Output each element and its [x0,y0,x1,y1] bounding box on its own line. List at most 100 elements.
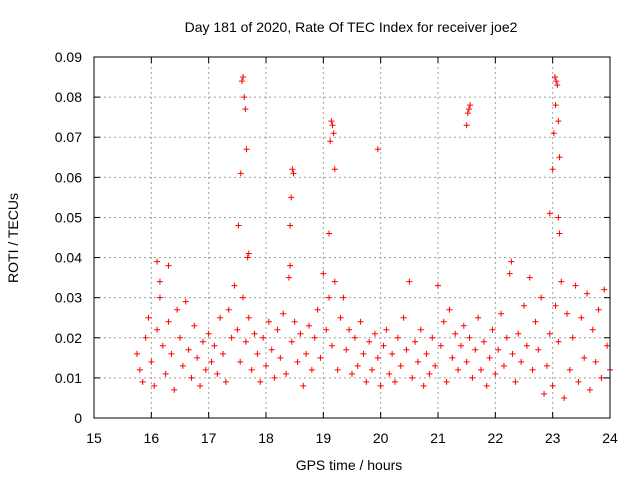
data-point [346,326,353,333]
axis-ticks [93,56,611,419]
data-point [584,290,591,297]
data-point [406,278,413,285]
data-point [369,366,376,373]
y-tick-label: 0.03 [55,290,82,306]
data-point [139,378,146,385]
data-point [188,374,195,381]
data-point [328,118,335,125]
data-point [380,342,387,349]
data-point [463,122,470,129]
data-point [469,374,476,381]
data-point [489,326,496,333]
data-point [452,330,459,337]
data-point [429,334,436,341]
data-point [465,106,472,113]
data-point [317,354,324,361]
data-point [578,314,585,321]
data-point [529,366,536,373]
data-point [351,334,358,341]
x-tick-label: 21 [430,430,446,446]
data-point [440,318,447,325]
data-point [552,102,559,109]
data-point [159,342,166,349]
data-point [555,118,562,125]
data-point [455,366,462,373]
data-point [287,262,294,269]
data-point [498,310,505,317]
y-tick-label: 0.06 [55,169,82,185]
data-point [555,214,562,221]
data-point [554,82,561,89]
data-point [244,254,251,261]
x-tick-label: 24 [602,430,618,446]
data-point [366,338,373,345]
x-tick-label: 17 [201,430,217,446]
data-point [174,306,181,313]
y-axis-label: ROTI / TECUs [5,193,21,283]
data-point [274,326,281,333]
data-point [512,378,519,385]
data-point [211,342,218,349]
x-tick-label: 22 [488,430,504,446]
data-point [486,354,493,361]
data-point [238,78,245,85]
data-point [331,166,338,173]
data-point [558,278,565,285]
data-point [446,306,453,313]
x-tick-label: 18 [258,430,274,446]
data-point [457,342,464,349]
data-point [240,294,247,301]
data-point [242,338,249,345]
data-point [289,166,296,173]
data-point [409,374,416,381]
data-point [549,166,556,173]
data-point [300,382,307,389]
data-point [308,366,315,373]
data-point [463,358,470,365]
data-point [551,74,558,81]
data-point [165,318,172,325]
data-point [306,322,312,329]
data-point [392,378,398,385]
data-point [235,222,242,229]
data-point [546,330,553,337]
data-point [329,122,336,129]
data-point [460,322,467,329]
data-point [394,334,401,341]
data-point [538,294,545,301]
data-point [199,338,206,345]
data-point [285,274,292,281]
y-tick-labels: 0 0.01 0.02 0.03 0.04 0.05 0.06 0.07 0.08 0.09 [55,49,82,426]
data-point [277,354,284,361]
data-point [443,378,450,385]
data-point [185,346,192,353]
data-point [263,362,269,369]
data-point [340,294,347,301]
data-point [297,330,304,337]
data-point [241,94,248,101]
data-point [543,362,550,369]
data-point [374,146,381,153]
data-point [231,282,238,289]
data-point [243,146,250,153]
data-point [550,130,557,137]
data-point [314,306,321,313]
data-point [417,326,424,333]
data-point [509,350,516,357]
y-tick-label: 0.07 [55,129,82,145]
data-point [500,362,507,369]
data-point [271,374,278,381]
data-point [337,314,344,321]
data-point [526,274,533,281]
data-point [601,286,608,293]
data-point [523,342,530,349]
data-point [326,230,333,237]
data-point [237,170,244,177]
data-point [569,334,576,341]
data-point [371,330,378,337]
y-tick-label: 0.01 [55,370,82,386]
y-tick-label: 0.05 [55,209,82,225]
data-point [245,250,252,257]
data-point [251,330,258,337]
y-tick-label: 0.02 [55,330,82,346]
